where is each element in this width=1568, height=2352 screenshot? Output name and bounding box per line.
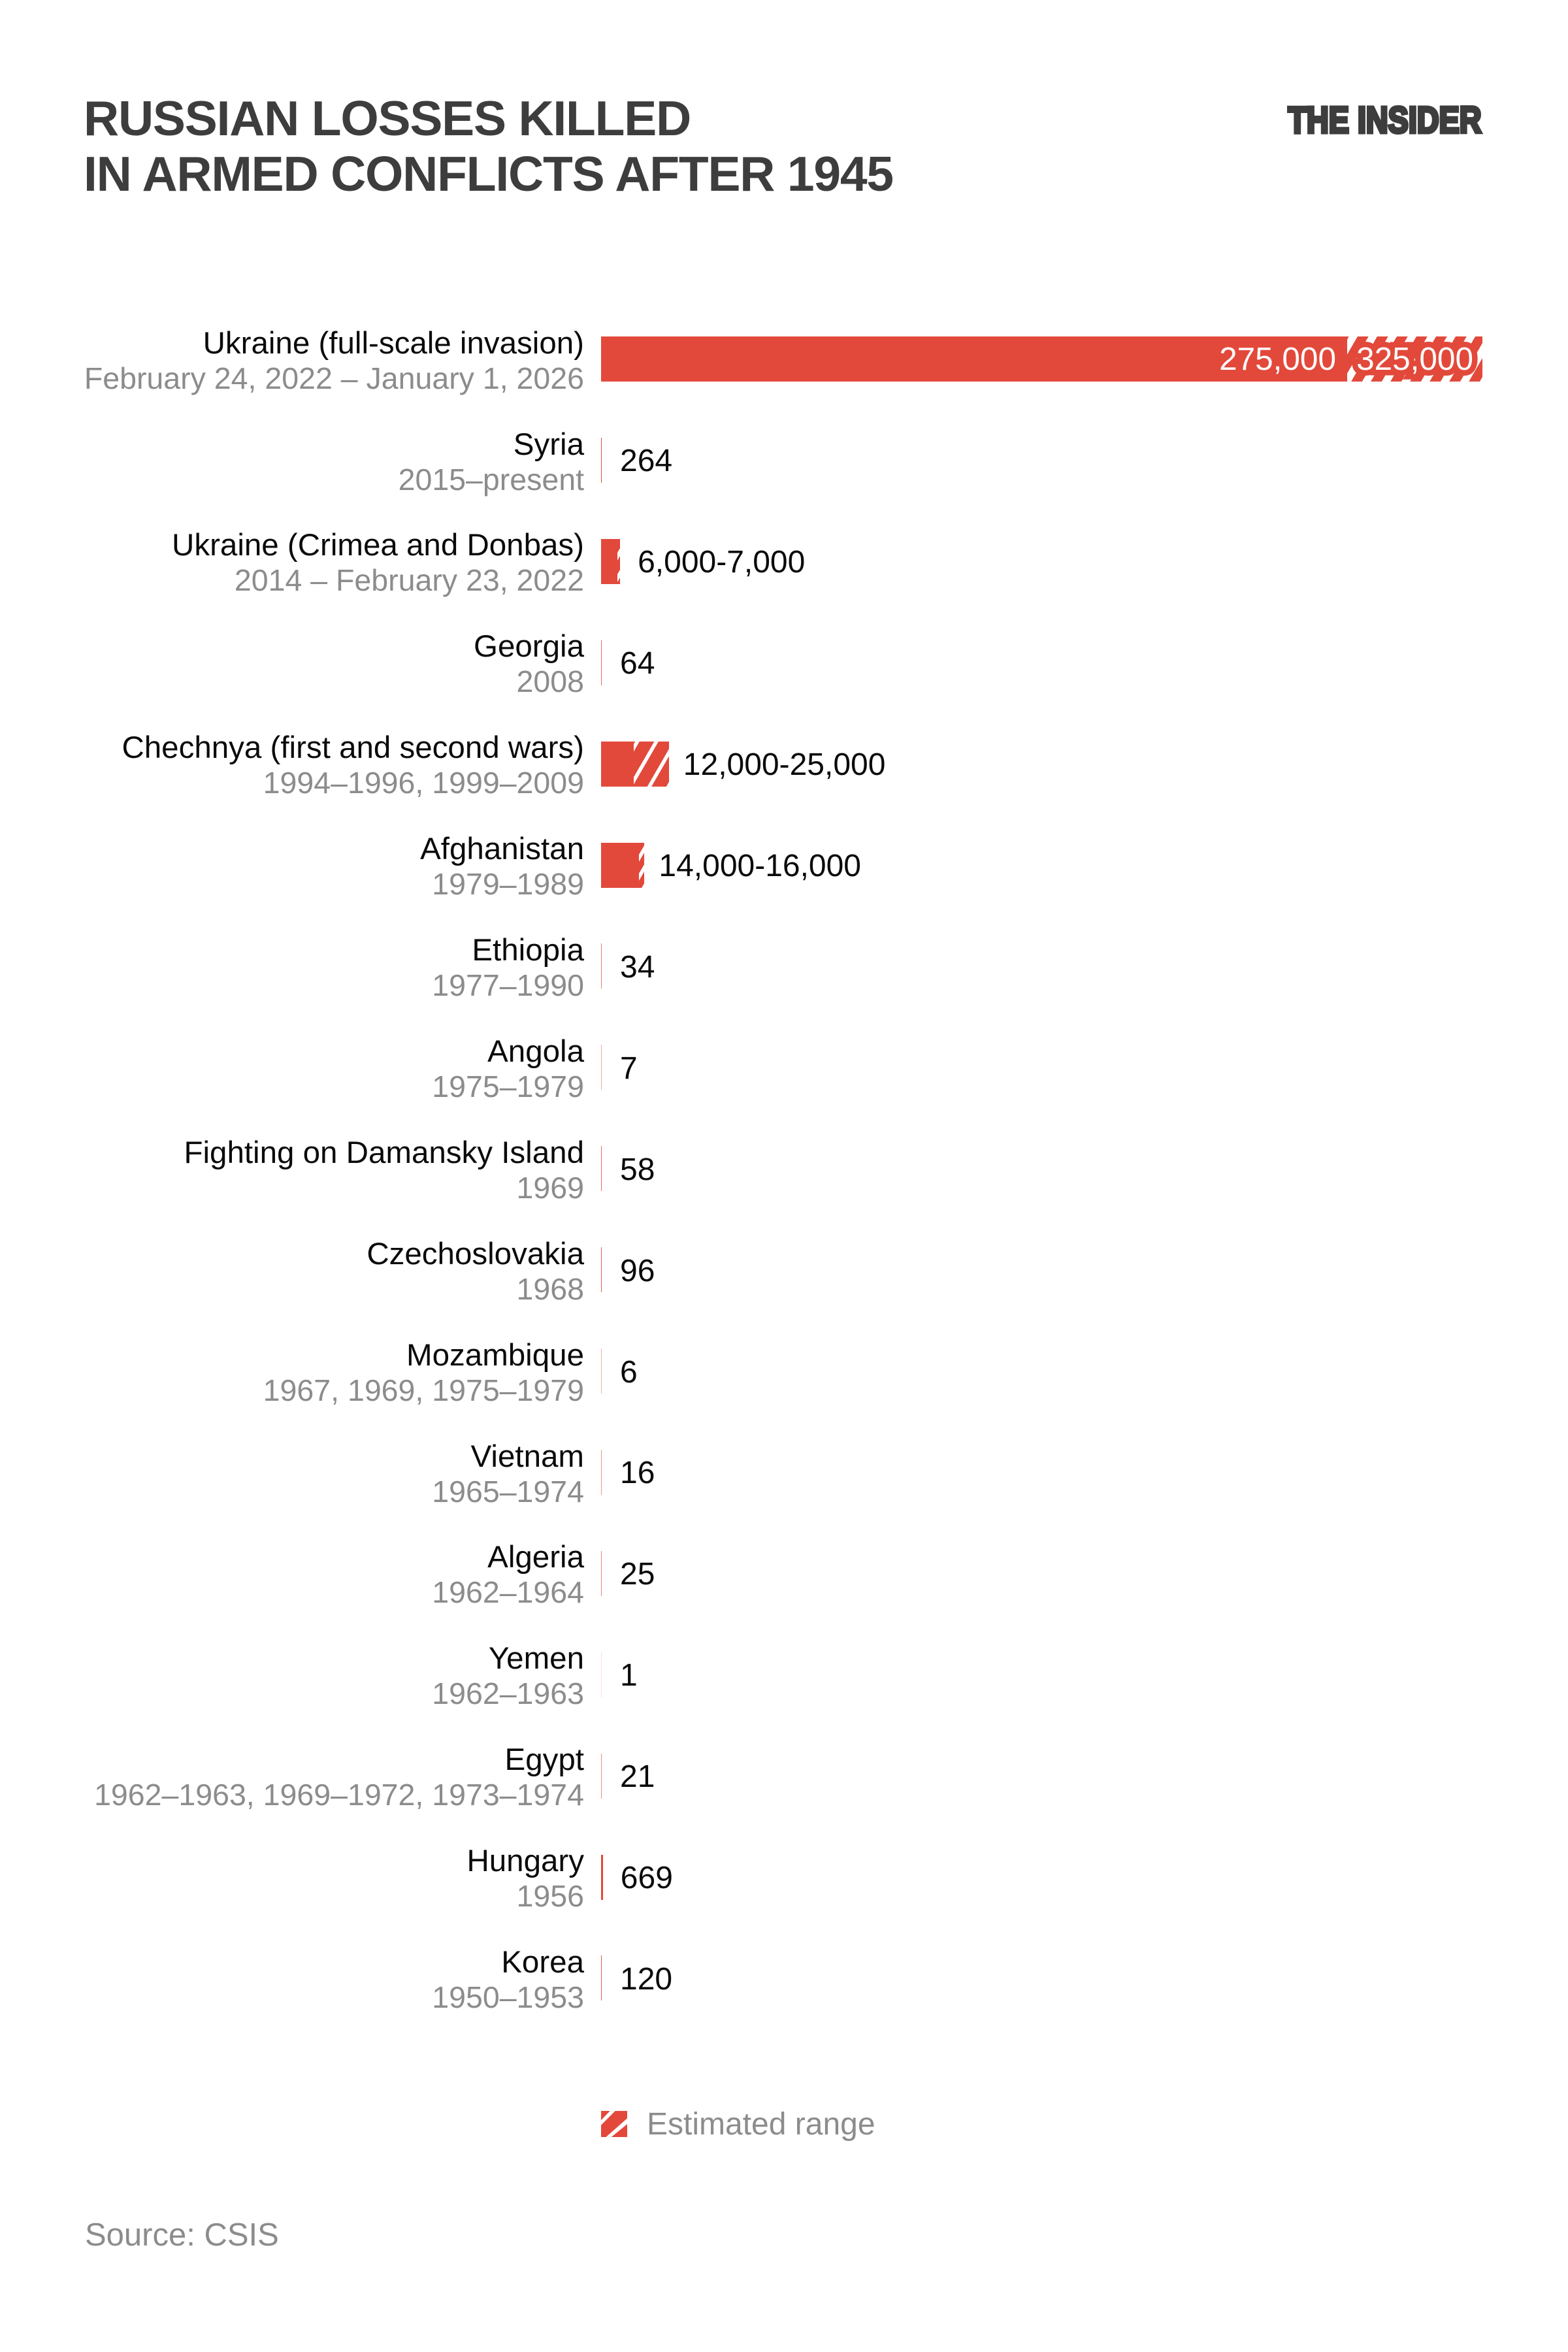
svg-text:THE INSIDER: THE INSIDER [1288,99,1482,141]
